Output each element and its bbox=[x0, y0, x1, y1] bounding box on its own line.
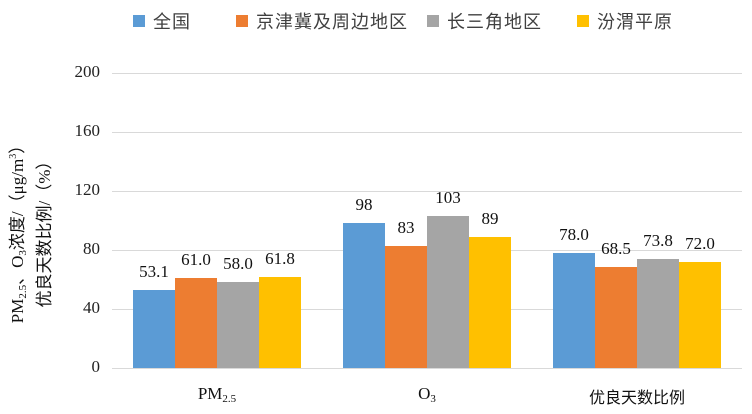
x-category-good-days-ratio: 优良天数比例 bbox=[588, 388, 685, 407]
legend-item-yangtze-delta: 长三角地区 bbox=[427, 8, 542, 34]
y-axis-title-line2: 优良天数比例/（%） bbox=[34, 152, 54, 308]
bar-value-label: 98 bbox=[355, 195, 373, 215]
legend-item-national: 全国 bbox=[133, 8, 191, 34]
bar bbox=[133, 289, 175, 368]
bar-value-label: 73.8 bbox=[643, 231, 673, 251]
bar-value-label: 53.1 bbox=[139, 261, 169, 281]
bar-value-label: 89 bbox=[481, 208, 499, 228]
chart-legend: 全国 京津冀及周边地区 长三角地区 汾渭平原 bbox=[0, 8, 752, 34]
legend-swatch-icon bbox=[427, 15, 439, 27]
bar-value-label: 58.0 bbox=[223, 254, 253, 274]
bar-value-label: 72.0 bbox=[685, 233, 715, 253]
bar bbox=[385, 245, 427, 368]
bar-value-label: 83 bbox=[397, 217, 415, 237]
bar bbox=[175, 278, 217, 368]
bar-value-label: 78.0 bbox=[559, 224, 589, 244]
legend-label: 全国 bbox=[153, 12, 191, 32]
bar bbox=[595, 266, 637, 368]
bar bbox=[637, 259, 679, 368]
x-category-o3: O3 bbox=[418, 384, 436, 405]
legend-item-fenwei-plain: 汾渭平原 bbox=[577, 8, 673, 34]
bar bbox=[343, 223, 385, 368]
bar bbox=[469, 236, 511, 368]
bar bbox=[553, 252, 595, 368]
gridline bbox=[112, 191, 742, 192]
x-axis-line bbox=[112, 368, 742, 369]
y-tick: 200 bbox=[74, 62, 101, 81]
bar bbox=[217, 282, 259, 368]
y-axis-title: PM2.5、O3浓度/（μg/m3） 优良天数比例/（%） bbox=[6, 80, 54, 380]
bar-value-label: 103 bbox=[435, 188, 461, 208]
legend-swatch-icon bbox=[133, 15, 145, 27]
x-category-pm25: PM2.5 bbox=[197, 384, 237, 405]
legend-label: 京津冀及周边地区 bbox=[256, 12, 408, 32]
legend-label: 汾渭平原 bbox=[597, 12, 673, 32]
bar-value-label: 61.0 bbox=[181, 250, 211, 270]
bar bbox=[427, 216, 469, 368]
legend-swatch-icon bbox=[577, 15, 589, 27]
bar-value-label: 68.5 bbox=[601, 238, 631, 258]
y-tick: 80 bbox=[83, 239, 100, 258]
gridline bbox=[112, 132, 742, 133]
y-axis-title-line1: PM2.5、O3浓度/（μg/m3） bbox=[7, 136, 29, 324]
bar-value-label: 61.8 bbox=[265, 248, 295, 268]
y-tick: 120 bbox=[74, 180, 101, 199]
legend-swatch-icon bbox=[236, 15, 248, 27]
bar bbox=[679, 261, 721, 368]
legend-label: 长三角地区 bbox=[447, 12, 542, 32]
bar bbox=[259, 276, 301, 368]
y-tick: 160 bbox=[74, 121, 101, 140]
legend-item-jingjinji: 京津冀及周边地区 bbox=[236, 8, 408, 34]
y-tick: 40 bbox=[83, 298, 100, 317]
y-tick: 0 bbox=[91, 357, 101, 376]
gridline bbox=[112, 73, 742, 74]
